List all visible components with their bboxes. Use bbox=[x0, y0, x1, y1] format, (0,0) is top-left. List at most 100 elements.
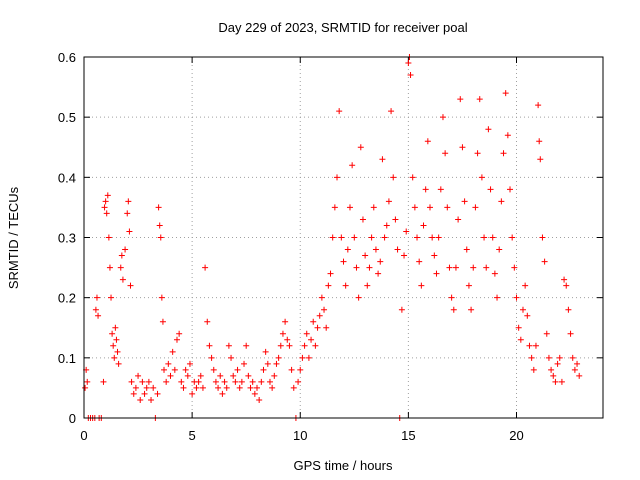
data-point bbox=[232, 378, 239, 385]
data-point bbox=[273, 360, 280, 367]
data-point bbox=[498, 198, 505, 205]
data-point bbox=[513, 294, 520, 301]
data-point bbox=[375, 270, 382, 277]
data-point bbox=[431, 252, 438, 259]
data-point bbox=[394, 246, 401, 253]
data-point bbox=[284, 336, 291, 343]
data-point bbox=[271, 372, 278, 379]
data-point bbox=[433, 270, 440, 277]
data-point bbox=[459, 144, 466, 151]
data-point bbox=[178, 378, 185, 385]
data-point bbox=[109, 330, 116, 337]
data-point bbox=[114, 348, 121, 355]
data-point bbox=[491, 270, 498, 277]
data-point bbox=[405, 60, 412, 67]
data-point bbox=[519, 306, 526, 313]
data-point bbox=[515, 324, 522, 331]
data-point bbox=[563, 282, 570, 289]
data-point bbox=[249, 378, 256, 385]
data-point bbox=[110, 342, 117, 349]
data-point bbox=[448, 294, 455, 301]
data-point bbox=[452, 264, 459, 271]
data-point bbox=[474, 150, 481, 157]
data-point bbox=[463, 246, 470, 253]
data-point bbox=[416, 258, 423, 265]
data-point bbox=[197, 372, 204, 379]
data-point bbox=[258, 378, 265, 385]
data-point bbox=[334, 174, 341, 181]
data-points bbox=[82, 54, 583, 421]
x-axis-label: GPS time / hours bbox=[294, 458, 393, 473]
data-point bbox=[468, 306, 475, 313]
data-point bbox=[150, 384, 157, 391]
data-point bbox=[208, 354, 215, 361]
data-point bbox=[556, 354, 563, 361]
data-point bbox=[548, 366, 555, 373]
data-point bbox=[411, 204, 418, 211]
data-point bbox=[351, 234, 358, 241]
data-point bbox=[148, 396, 155, 403]
data-point bbox=[424, 138, 431, 145]
data-point bbox=[230, 372, 237, 379]
data-point bbox=[507, 186, 514, 193]
data-point bbox=[245, 372, 252, 379]
data-point bbox=[112, 324, 119, 331]
data-point bbox=[535, 102, 542, 109]
data-point bbox=[359, 216, 366, 223]
data-point bbox=[565, 306, 572, 313]
data-point bbox=[372, 246, 379, 253]
data-point bbox=[122, 246, 129, 253]
data-point bbox=[126, 228, 133, 235]
data-point bbox=[256, 396, 263, 403]
data-point bbox=[103, 210, 110, 217]
data-point bbox=[509, 234, 516, 241]
data-point bbox=[303, 330, 310, 337]
data-point bbox=[212, 378, 219, 385]
data-point bbox=[567, 330, 574, 337]
data-point bbox=[159, 318, 166, 325]
data-point bbox=[173, 336, 180, 343]
data-point bbox=[143, 384, 150, 391]
x-tick-label: 20 bbox=[509, 428, 523, 443]
data-point bbox=[494, 294, 501, 301]
data-point bbox=[113, 336, 120, 343]
data-point bbox=[210, 366, 217, 373]
data-point bbox=[362, 252, 369, 259]
data-point bbox=[470, 264, 477, 271]
data-point bbox=[532, 342, 539, 349]
data-point bbox=[254, 384, 260, 391]
data-point bbox=[485, 126, 492, 133]
x-tick-label: 15 bbox=[401, 428, 415, 443]
data-point bbox=[528, 354, 535, 361]
data-point bbox=[269, 384, 276, 391]
data-point bbox=[118, 252, 125, 259]
data-point bbox=[234, 366, 241, 373]
data-point bbox=[186, 360, 193, 367]
data-point bbox=[262, 348, 269, 355]
data-point bbox=[158, 294, 165, 301]
data-point bbox=[455, 216, 462, 223]
data-point bbox=[403, 228, 410, 235]
data-point bbox=[157, 234, 164, 241]
y-tick-label: 0.5 bbox=[58, 110, 76, 125]
data-point bbox=[308, 336, 315, 343]
data-point bbox=[574, 360, 581, 367]
x-tick-label: 0 bbox=[80, 428, 87, 443]
data-point bbox=[539, 234, 546, 241]
data-point bbox=[398, 306, 405, 313]
data-point bbox=[576, 372, 583, 379]
data-point bbox=[171, 366, 178, 373]
data-point bbox=[414, 234, 421, 241]
data-point bbox=[124, 210, 131, 217]
data-point bbox=[561, 276, 568, 283]
data-point bbox=[297, 366, 304, 373]
data-point bbox=[219, 390, 226, 397]
data-point bbox=[104, 192, 111, 199]
data-point bbox=[383, 222, 390, 229]
data-point bbox=[100, 378, 107, 385]
data-point bbox=[316, 312, 323, 319]
data-point bbox=[522, 282, 529, 289]
data-point bbox=[545, 354, 552, 361]
data-point bbox=[236, 384, 243, 391]
data-point bbox=[476, 96, 483, 103]
